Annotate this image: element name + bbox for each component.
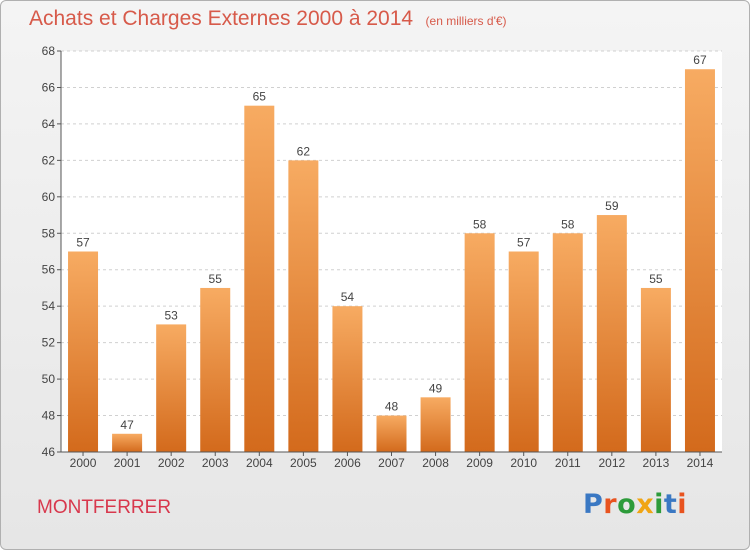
x-tick-label: 2010 — [510, 456, 537, 470]
bar — [596, 215, 627, 452]
bar-value-label: 47 — [120, 418, 134, 432]
x-tick-label: 2014 — [687, 456, 714, 470]
bar-value-label: 58 — [473, 217, 487, 231]
y-tick-label: 54 — [42, 299, 56, 313]
y-tick-label: 62 — [42, 153, 56, 167]
y-tick-label: 46 — [42, 445, 56, 459]
x-tick-label: 2011 — [555, 456, 581, 470]
x-tick-label: 2003 — [202, 456, 229, 470]
bar — [464, 233, 495, 452]
bar — [156, 324, 187, 452]
bar-value-label: 53 — [164, 308, 178, 322]
bar-value-label: 55 — [649, 272, 663, 286]
chart-subtitle: (en milliers d'€) — [425, 14, 507, 28]
bar — [640, 287, 671, 452]
bar-value-label: 58 — [561, 217, 575, 231]
proxiti-logo: Proxiti — [583, 489, 688, 520]
bar — [68, 251, 99, 452]
bar — [508, 251, 539, 452]
x-tick-label: 2008 — [422, 456, 449, 470]
x-tick-label: 2000 — [70, 456, 97, 470]
bar — [420, 397, 451, 452]
x-tick-label: 2005 — [290, 456, 317, 470]
x-tick-label: 2001 — [114, 456, 141, 470]
bar-value-label: 49 — [429, 381, 443, 395]
bars — [68, 69, 715, 453]
x-tick-label: 2009 — [466, 456, 493, 470]
bar — [112, 433, 143, 452]
commune-name: MONTFERRER — [37, 497, 172, 518]
bar-value-label: 67 — [693, 53, 707, 67]
x-tick-label: 2013 — [643, 456, 670, 470]
chart-title: Achats et Charges Externes 2000 à 2014 — [29, 7, 414, 30]
axes — [57, 50, 722, 456]
bar — [552, 233, 583, 452]
x-tick-label: 2012 — [598, 456, 625, 470]
bar — [200, 287, 231, 452]
x-tick-label: 2007 — [378, 456, 405, 470]
y-tick-label: 50 — [42, 372, 56, 386]
y-tick-label: 68 — [42, 44, 56, 58]
y-tick-label: 56 — [42, 263, 56, 277]
bar-value-label: 54 — [341, 290, 355, 304]
x-tick-label: 2006 — [334, 456, 361, 470]
y-tick-label: 66 — [42, 80, 56, 94]
bar-value-label: 55 — [209, 272, 223, 286]
y-tick-label: 60 — [42, 190, 56, 204]
bar — [288, 160, 319, 452]
bar — [376, 415, 407, 452]
y-tick-label: 64 — [42, 117, 56, 131]
x-tick-label: 2004 — [246, 456, 273, 470]
bar — [332, 306, 363, 452]
bar-value-label: 57 — [517, 236, 531, 250]
labels: 46 48 50 52 54 56 58 60 62 64 66 68 57 2000 47 2001 53 20… — [42, 44, 714, 470]
y-tick-label: 58 — [42, 226, 56, 240]
y-tick-label: 52 — [42, 336, 56, 350]
bar-value-label: 57 — [76, 236, 90, 250]
y-tick-label: 48 — [42, 409, 56, 423]
chart-title-row: Achats et Charges Externes 2000 à 2014 (… — [29, 7, 507, 31]
bar — [684, 69, 715, 453]
x-tick-label: 2002 — [158, 456, 185, 470]
bar-value-label: 62 — [297, 144, 311, 158]
bar — [244, 105, 275, 452]
bar-value-label: 65 — [253, 90, 267, 104]
bar-value-label: 59 — [605, 199, 619, 213]
bar-value-label: 48 — [385, 400, 399, 414]
